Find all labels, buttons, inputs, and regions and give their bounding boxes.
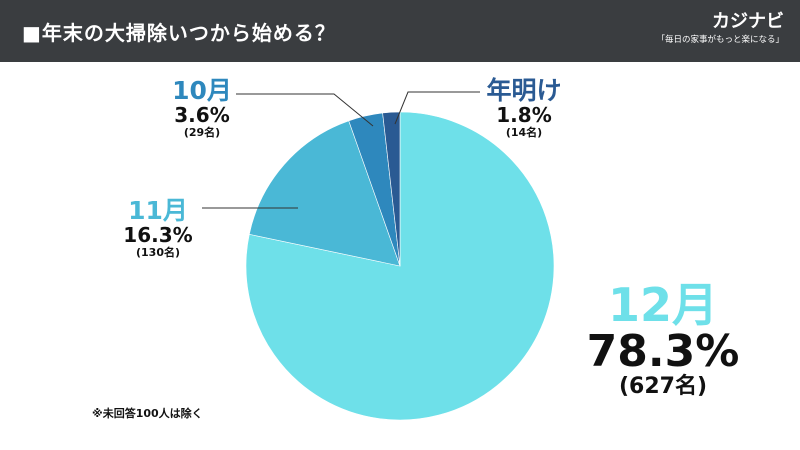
category-label: 10月 — [172, 76, 232, 105]
header-bar: ■年末の大掃除いつから始める？ カジナビ 「毎日の家事がもっと楽になる」 — [0, 0, 800, 62]
slice-11gatsu — [248, 120, 401, 267]
leader-line-akeake — [394, 91, 480, 125]
count-label: (627名) — [618, 374, 708, 399]
slice-label-12gatsu: 12月 78.3% (627名) — [578, 282, 748, 398]
footnote: ※未回答100人は除く — [92, 407, 203, 420]
category-label: 年明け — [486, 76, 562, 105]
percent-label: 3.6% — [174, 103, 230, 127]
count-label: (14名) — [505, 126, 543, 139]
count-label: (130名) — [135, 246, 181, 259]
count-label: (29名) — [183, 126, 221, 139]
slice-12gatsu — [245, 111, 555, 421]
slice-label-akeake: 年明け 1.8% (14名) — [478, 78, 570, 138]
slice-label-11gatsu: 11月 16.3% (130名) — [112, 198, 204, 258]
percent-label: 1.8% — [496, 103, 552, 127]
slice-label-10gatsu: 10月 3.6% (29名) — [160, 78, 244, 138]
pie-slices — [245, 111, 555, 421]
brand-block: カジナビ 「毎日の家事がもっと楽になる」 — [656, 12, 784, 46]
percent-label: 16.3% — [123, 223, 193, 247]
brand-logo: カジナビ — [712, 11, 784, 32]
brand-tagline: 「毎日の家事がもっと楽になる」 — [656, 35, 784, 45]
leader-lines — [202, 91, 480, 209]
category-label: 11月 — [128, 196, 188, 225]
category-label: 12月 — [607, 278, 718, 332]
page-title: ■年末の大掃除いつから始める？ — [22, 21, 336, 45]
leader-line-10gatsu — [236, 93, 374, 127]
percent-label: 78.3% — [586, 326, 740, 377]
